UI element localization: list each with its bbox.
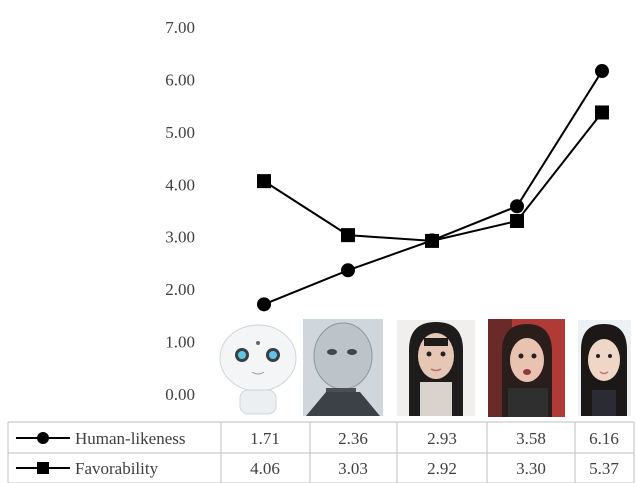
speaking-android-image	[488, 319, 565, 417]
female-android-image	[397, 320, 475, 416]
data-value-label: 1.71	[250, 429, 280, 448]
y-tick-label: 6.00	[165, 70, 195, 89]
mechanical-android-image	[303, 319, 383, 416]
robot-images	[216, 319, 631, 417]
data-point-circle	[257, 297, 271, 312]
data-value-label: 2.93	[427, 429, 457, 448]
y-tick-label: 7.00	[165, 18, 195, 37]
series-line-human-likeness	[263, 70, 603, 306]
data-value-label: 3.30	[516, 459, 546, 478]
pepper-robot-image	[216, 320, 300, 415]
data-value-label: 6.16	[589, 429, 619, 448]
data-point-square	[595, 105, 609, 120]
y-tick-label: 5.00	[165, 123, 195, 142]
legend: Human-likeness 1.71 2.36 2.93 3.58 6.16 Favora…	[16, 429, 619, 478]
data-point-circle	[595, 64, 609, 79]
data-value-label: 4.06	[250, 459, 280, 478]
data-table	[7, 421, 635, 483]
data-value-label: 2.36	[338, 429, 368, 448]
data-point-square	[341, 228, 355, 243]
series-lines	[263, 70, 603, 306]
y-tick-label: 3.00	[165, 228, 195, 247]
data-value-label: 5.37	[589, 459, 619, 478]
data-point-circle	[341, 263, 355, 278]
data-point-square	[257, 174, 271, 189]
legend-marker-square	[37, 462, 49, 474]
y-tick-label: 0.00	[165, 385, 195, 404]
y-axis-ticks: 0.00 1.00 2.00 3.00 4.00 5.00 6.00 7.00	[165, 18, 195, 404]
data-value-label: 2.92	[427, 459, 457, 478]
data-point-circle	[510, 199, 524, 214]
human-woman-image	[578, 320, 631, 416]
data-point-square	[510, 213, 524, 228]
data-value-label: 3.58	[516, 429, 546, 448]
y-tick-label: 2.00	[165, 280, 195, 299]
series-name-label: Human-likeness	[75, 429, 185, 448]
legend-marker-circle	[37, 432, 49, 444]
series-name-label: Favorability	[75, 459, 159, 478]
data-value-label: 3.03	[338, 459, 368, 478]
data-point-square	[425, 233, 439, 248]
y-tick-label: 1.00	[165, 333, 195, 352]
y-tick-label: 4.00	[165, 175, 195, 194]
series-line-favorability	[263, 111, 603, 242]
series-markers	[257, 64, 609, 312]
